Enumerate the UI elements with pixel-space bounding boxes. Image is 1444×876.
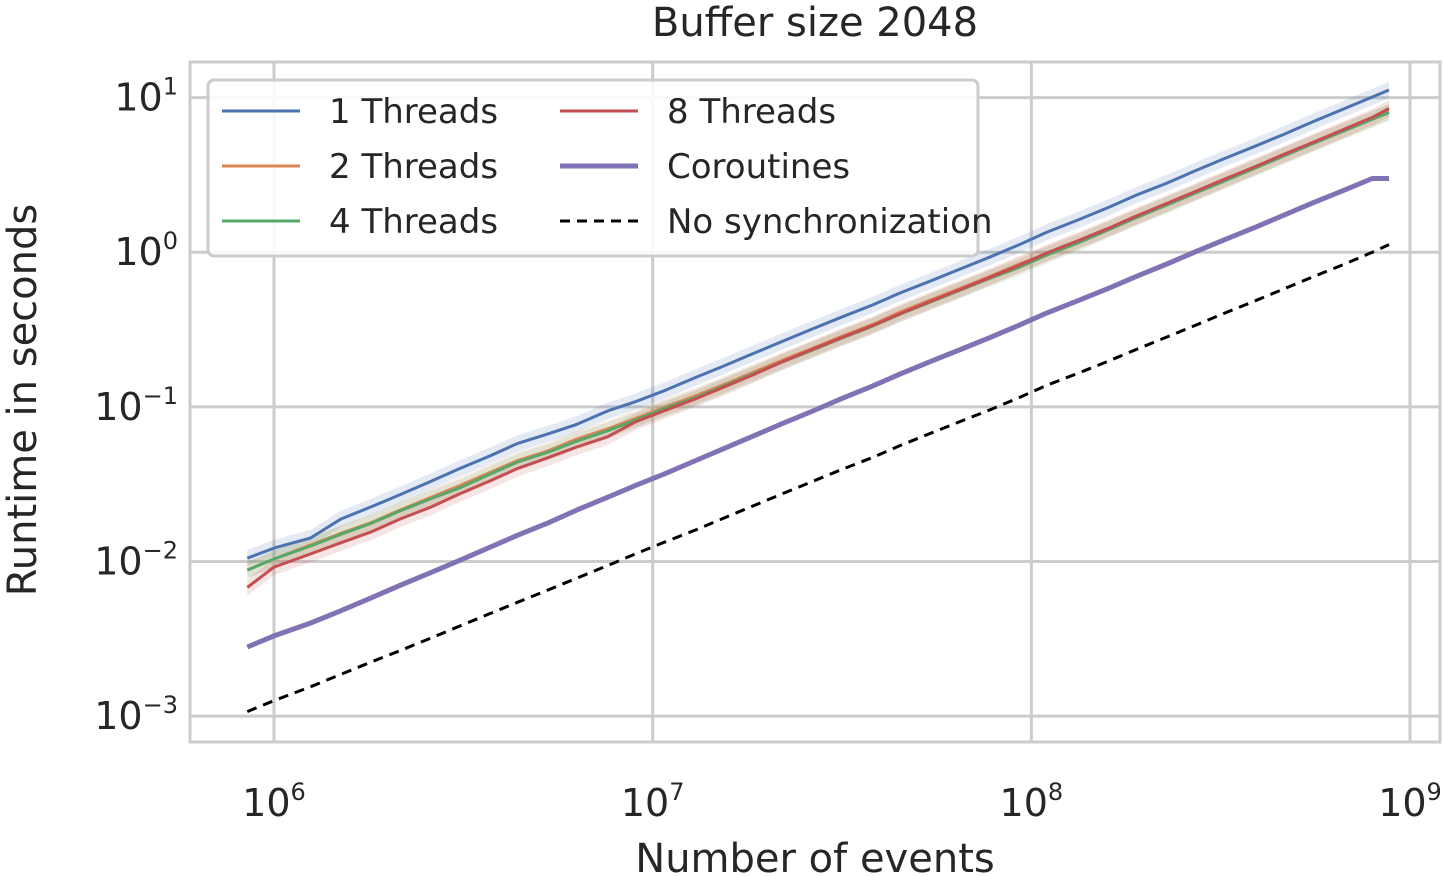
plot-frame xyxy=(188,60,1442,744)
y-tick-label-0-base: 10 xyxy=(94,694,142,738)
y-tick-label-0: 10−3 xyxy=(94,691,178,738)
x-tick-label-1-exponent: 7 xyxy=(669,778,684,806)
x-tick-label-2-exponent: 8 xyxy=(1048,778,1063,806)
confidence-band-2 xyxy=(247,104,1389,579)
chart-title: Buffer size 2048 xyxy=(652,0,978,46)
legend: 1 Threads 2 Threads 4 Threads 8 Threads Coro… xyxy=(206,78,993,258)
x-tick-labels: 106 107 108 109 xyxy=(242,778,1442,825)
y-tick-label-2-exponent: −1 xyxy=(143,382,178,410)
x-tick-label-0: 106 xyxy=(242,778,306,825)
x-tick-label-0-base: 10 xyxy=(242,781,290,825)
x-tick-label-1: 107 xyxy=(621,778,685,825)
y-tick-label-2: 10−1 xyxy=(94,382,178,429)
x-axis-label: Number of events xyxy=(635,836,994,876)
y-tick-label-1: 10−2 xyxy=(94,536,178,583)
legend-label-1: 2 Threads xyxy=(329,147,498,187)
x-tick-label-3-exponent: 9 xyxy=(1427,778,1442,806)
confidence-band-1 xyxy=(247,103,1389,579)
y-tick-label-0-exponent: −3 xyxy=(143,691,178,719)
x-tick-label-0-exponent: 6 xyxy=(291,778,306,806)
series-lines xyxy=(246,88,1390,713)
y-tick-label-1-base: 10 xyxy=(94,539,142,583)
series-line-3 xyxy=(246,107,1390,589)
legend-label-5: No synchronization xyxy=(667,202,993,242)
series-line-5 xyxy=(246,243,1390,713)
series-line-4 xyxy=(246,176,1389,650)
x-tick-label-2-base: 10 xyxy=(1000,781,1048,825)
y-tick-label-2-base: 10 xyxy=(94,385,142,429)
legend-label-3: 8 Threads xyxy=(667,92,836,132)
x-tick-label-3: 109 xyxy=(1378,778,1442,825)
y-tick-label-4-exponent: 1 xyxy=(163,73,178,101)
x-tick-label-2: 108 xyxy=(1000,778,1064,825)
y-tick-label-4-base: 10 xyxy=(114,76,162,120)
legend-label-4: Coroutines xyxy=(667,147,850,187)
y-tick-label-4: 101 xyxy=(114,73,178,120)
y-tick-label-1-exponent: −2 xyxy=(143,536,178,564)
y-tick-label-3: 100 xyxy=(114,227,178,274)
legend-label-0: 1 Threads xyxy=(329,92,498,132)
series-line-0 xyxy=(246,88,1390,560)
y-axis-label: Runtime in seconds xyxy=(0,204,46,596)
y-tick-label-3-base: 10 xyxy=(114,230,162,274)
legend-label-2: 4 Threads xyxy=(329,202,498,242)
y-tick-label-3-exponent: 0 xyxy=(163,227,178,255)
x-tick-label-3-base: 10 xyxy=(1378,781,1426,825)
x-tick-label-1-base: 10 xyxy=(621,781,669,825)
confidence-band-0 xyxy=(247,81,1389,567)
